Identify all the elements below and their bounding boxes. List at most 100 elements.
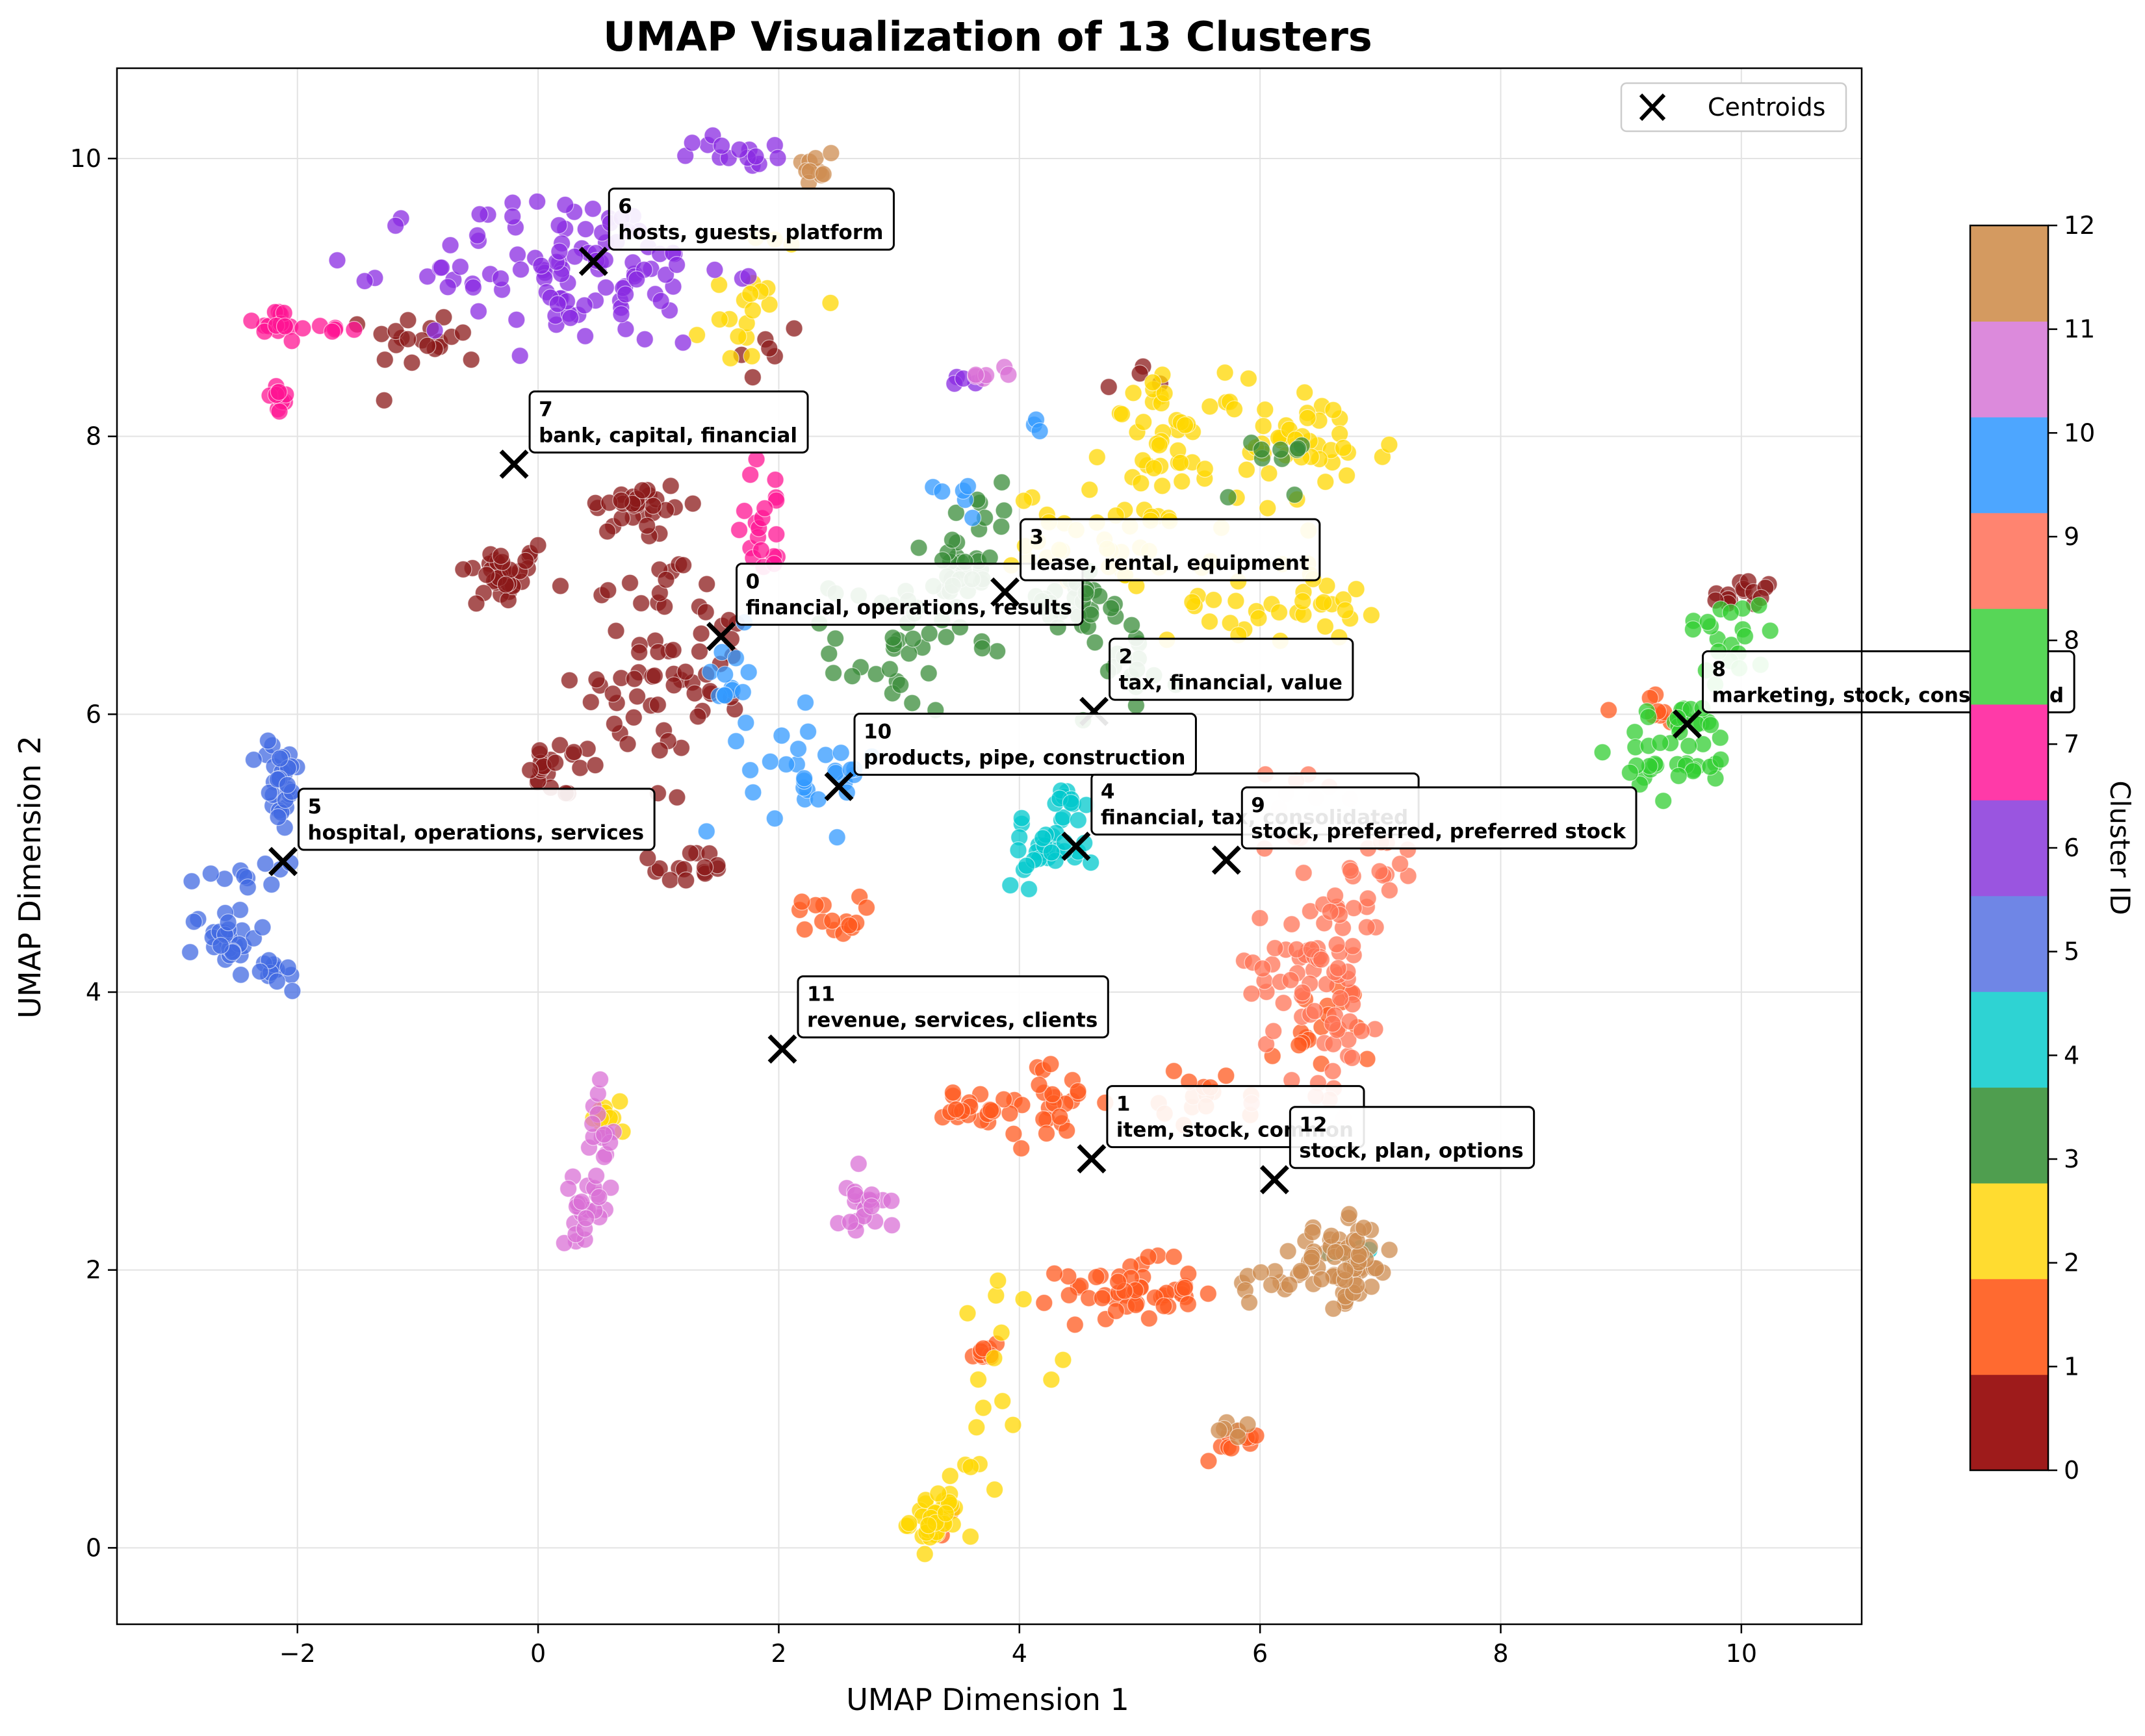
scatter-point-cluster-2 <box>1196 459 1214 478</box>
colorbar-tick-label: 9 <box>2064 522 2079 551</box>
scatter-point-cluster-3 <box>919 664 938 682</box>
scatter-point-cluster-9 <box>1326 886 1344 905</box>
centroid-3: 3 lease, rental, equipment <box>990 518 1321 607</box>
scatter-point-cluster-12 <box>1322 1227 1341 1245</box>
scatter-point-cluster-2 <box>958 1304 977 1322</box>
scatter-point-cluster-6 <box>550 216 568 235</box>
scatter-point-cluster-6 <box>739 267 758 285</box>
scatter-point-cluster-2 <box>1347 580 1365 598</box>
scatter-point-cluster-12 <box>1239 1415 1257 1433</box>
scatter-point-cluster-5 <box>253 918 272 936</box>
scatter-point-cluster-2 <box>687 326 706 344</box>
x-tick-label: 4 <box>1012 1639 1027 1668</box>
y-tick-label: 10 <box>70 144 101 173</box>
centroid-marker <box>1673 709 1702 739</box>
scatter-point-cluster-10 <box>727 732 745 750</box>
scatter-point-cluster-0 <box>630 643 649 661</box>
scatter-point-cluster-3 <box>937 628 955 646</box>
centroid-id-label: 8 <box>1712 657 1727 681</box>
scatter-point-cluster-5 <box>263 875 281 894</box>
scatter-point-cluster-7 <box>270 383 288 401</box>
y-axis-label: UMAP Dimension 2 <box>12 735 47 1019</box>
scatter-point-cluster-11 <box>587 1167 606 1185</box>
scatter-point-cluster-3 <box>947 504 966 522</box>
scatter-point-cluster-9 <box>1357 918 1376 936</box>
scatter-point-cluster-5 <box>271 749 289 767</box>
scatter-point-cluster-1 <box>1042 1055 1060 1073</box>
scatter-point-cluster-6 <box>548 295 567 313</box>
scatter-point-cluster-5 <box>212 936 230 955</box>
scatter-point-cluster-5 <box>256 854 274 873</box>
scatter-point-cluster-1 <box>1164 1062 1183 1080</box>
scatter-point-cluster-12 <box>1324 1299 1342 1318</box>
scatter-point-cluster-7 <box>741 466 760 484</box>
scatter-point-cluster-12 <box>1252 1263 1270 1282</box>
scatter-point-cluster-6 <box>532 257 550 275</box>
scatter-point-cluster-1 <box>1109 1273 1127 1291</box>
scatter-point-cluster-7 <box>242 312 261 330</box>
scatter-point-cluster-0 <box>661 871 679 889</box>
colorbar-tick-label: 4 <box>2064 1041 2079 1069</box>
centroid-keywords-label: financial, operations, results <box>746 596 1072 620</box>
scatter-point-cluster-2 <box>994 1392 1012 1410</box>
scatter-point-cluster-1 <box>1058 1121 1076 1140</box>
centroid-label-box <box>1109 637 1354 701</box>
scatter-point-cluster-3 <box>880 660 899 678</box>
scatter-point-cluster-2 <box>1135 413 1153 431</box>
y-tick-label: 8 <box>86 422 101 451</box>
scatter-point-cluster-6 <box>730 140 749 159</box>
scatter-point-cluster-0 <box>517 552 535 570</box>
scatter-point-cluster-0 <box>467 594 485 613</box>
scatter-point-cluster-2 <box>1270 603 1289 622</box>
scatter-point-cluster-2 <box>1088 448 1106 466</box>
scatter-point-cluster-3 <box>1082 606 1100 624</box>
centroid-marker <box>499 449 529 479</box>
scatter-point-cluster-8 <box>1621 763 1639 782</box>
centroid-id-label: 1 <box>1116 1093 1131 1116</box>
scatter-point-cluster-12 <box>1291 1262 1310 1280</box>
scatter-point-cluster-2 <box>1296 383 1314 402</box>
scatter-point-cluster-2 <box>1014 1290 1033 1308</box>
scatter-point-cluster-3 <box>993 473 1011 492</box>
scatter-point-cluster-5 <box>231 900 250 919</box>
scatter-point-cluster-0 <box>599 581 617 600</box>
centroid-marker <box>1259 1165 1289 1195</box>
scatter-point-cluster-3 <box>910 539 928 557</box>
colorbar-segment-8 <box>1970 608 2048 705</box>
scatter-point-cluster-6 <box>441 236 459 254</box>
colorbar-label: Cluster ID <box>2104 780 2136 915</box>
scatter-point-cluster-1 <box>1217 1067 1235 1085</box>
scatter-point-cluster-9 <box>1329 959 1347 977</box>
colorbar-tick-label: 6 <box>2064 834 2079 862</box>
scatter-point-cluster-0 <box>624 708 643 726</box>
scatter-point-cluster-10 <box>716 665 734 683</box>
scatter-point-cluster-2 <box>729 327 747 346</box>
scatter-point-cluster-10 <box>726 649 745 667</box>
centroid-label-box <box>853 713 1197 776</box>
scatter-point-cluster-0 <box>650 860 669 878</box>
scatter-point-cluster-8 <box>1639 708 1658 726</box>
scatter-point-cluster-3 <box>1122 616 1141 634</box>
scatter-point-cluster-2 <box>1216 363 1234 382</box>
x-axis-label: UMAP Dimension 1 <box>846 1682 1129 1717</box>
scatter-point-cluster-1 <box>947 1100 965 1119</box>
y-tick-label: 4 <box>86 978 101 1006</box>
scatter-point-cluster-3 <box>884 628 902 647</box>
legend-label: Centroids <box>1708 93 1825 121</box>
scatter-point-cluster-1 <box>1358 1050 1376 1068</box>
scatter-point-cluster-5 <box>232 965 250 984</box>
scatter-point-cluster-3 <box>1252 440 1271 459</box>
colorbar-segment-12 <box>1970 225 2048 322</box>
centroid-label-box <box>1240 786 1638 850</box>
scatter-point-cluster-11 <box>841 1213 860 1231</box>
scatter-point-cluster-10 <box>744 783 762 802</box>
centroid-id-label: 10 <box>864 721 892 744</box>
scatter-point-cluster-6 <box>432 259 451 277</box>
scatter-point-cluster-2 <box>1145 459 1163 478</box>
scatter-point-cluster-0 <box>628 687 647 706</box>
scatter-point-cluster-6 <box>597 278 615 297</box>
scatter-point-cluster-3 <box>892 676 910 694</box>
colorbar-segment-7 <box>1970 704 2048 800</box>
